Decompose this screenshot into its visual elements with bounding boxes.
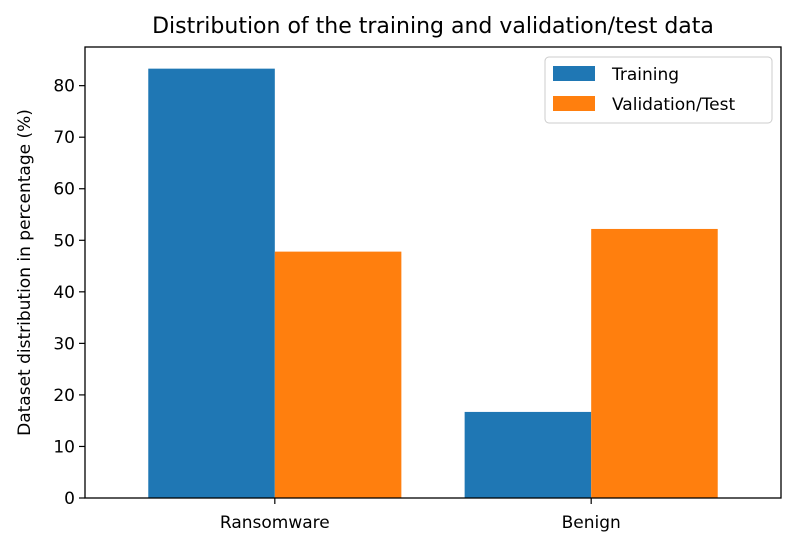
y-tick-label: 20 [53,386,75,406]
bar-training-benign [464,411,592,498]
y-tick-label: 10 [53,437,75,457]
y-tick-label: 60 [53,180,75,200]
y-tick-label: 30 [53,334,75,354]
y-tick-label: 70 [53,128,75,148]
bar-validation-test-ransomware [274,251,402,498]
y-axis: 0 10 20 30 40 50 60 70 80 [53,77,85,509]
legend-label-training: Training [611,65,679,85]
bars-group [148,68,718,498]
legend-box [544,56,773,124]
legend-swatch-training [553,66,595,81]
y-tick-label: 40 [53,283,75,303]
chart-title: Distribution of the training and validat… [152,14,714,39]
x-tick-label: Benign [562,513,621,533]
x-axis: Ransomware Benign [220,498,621,533]
x-tick-label: Ransomware [220,513,330,533]
legend-swatch-validation-test [553,96,595,111]
y-axis-label: Dataset distribution in percentage (%) [15,109,35,436]
bar-training-ransomware [148,68,275,498]
y-tick-label: 50 [53,231,75,251]
legend-label-validation-test: Validation/Test [612,95,735,115]
y-tick-label: 80 [53,77,75,97]
y-tick-label: 0 [64,489,75,509]
legend: Training Validation/Test [544,56,773,124]
plot-frame [84,46,782,499]
bar-validation-test-benign [591,228,718,498]
